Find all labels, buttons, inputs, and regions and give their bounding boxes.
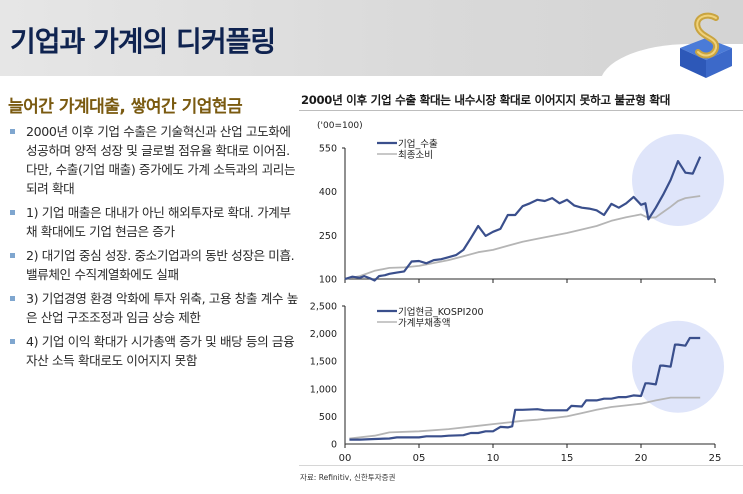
chart2-legend-label: 가계부채총액 (398, 317, 450, 329)
bullet-marker-icon (10, 253, 15, 258)
chart2-x-tick-label: 00 (339, 453, 352, 464)
bullet-marker-icon (10, 296, 15, 301)
bullet-list: 2000년 이후 기업 수출은 기술혁신과 산업 고도화에 성공하며 양적 성장… (8, 122, 300, 375)
bullet-item: 3) 기업경영 환경 악화에 투자 위축, 고용 창출 계수 높은 산업 구조조… (8, 289, 300, 327)
chart2-x-tick-label: 15 (561, 453, 574, 464)
chart-title: 2000년 이후 기업 수출 확대는 내수시장 확대로 이어지지 못하고 불균형… (301, 93, 671, 107)
bullet-text: 4) 기업 이익 확대가 시가총액 증가 및 배당 등의 금융자산 소득 확대로… (26, 334, 295, 368)
chart1-y-tick-label: 400 (319, 187, 337, 198)
bullet-text: 1) 기업 매출은 대내가 아닌 해외투자로 확대. 가계부채 확대에도 기업 … (26, 205, 291, 239)
chart1-series-secondary-line (344, 195, 701, 280)
chart2-x-tick-label: 10 (487, 453, 500, 464)
chart2-legend-label: 기업현금_KOSPI200 (398, 306, 484, 318)
page-title: 기업과 가계의 디커플링 (10, 25, 276, 58)
chart2-y-tick-label: 0 (331, 440, 337, 451)
bullet-text: 3) 기업경영 환경 악화에 투자 위축, 고용 창출 계수 높은 산업 구조조… (26, 291, 298, 325)
gold-s-cube-logo-icon (680, 12, 732, 78)
chart1-legend-label: 기업_수출 (398, 138, 438, 150)
chart2-x-tick-label: 20 (635, 453, 648, 464)
chart2-highlight-circle (632, 320, 724, 413)
chart2-series-secondary-line (349, 396, 701, 440)
chart2-y-tick-label: 2,500 (310, 302, 337, 313)
chart2-y-tick-label: 1,000 (310, 384, 337, 395)
chart1-y-tick-label: 100 (319, 275, 337, 286)
bullet-marker-icon (10, 210, 15, 215)
chart1-y-tick-label: 550 (319, 144, 337, 155)
bullet-item: 4) 기업 이익 확대가 시가총액 증가 및 배당 등의 금융자산 소득 확대로… (8, 332, 300, 370)
chart2-x-tick-label: 05 (413, 453, 426, 464)
chart2-y-tick-label: 2,000 (310, 329, 337, 340)
chart1-series-primary-line (344, 156, 702, 282)
bullet-item: 1) 기업 매출은 대내가 아닌 해외투자로 확대. 가계부채 확대에도 기업 … (8, 203, 300, 241)
chart-source: 자료: Refinitiv, 신한투자증권 (300, 473, 396, 482)
chart-title-divider (299, 110, 743, 111)
source-divider (299, 465, 743, 466)
chart1-highlight-circle (632, 134, 724, 227)
chart1-y-tick-label: 250 (319, 231, 337, 242)
section-title: 늘어간 가계대출, 쌓여간 기업현금 (8, 97, 243, 117)
bullet-marker-icon (10, 339, 15, 344)
chart2-x-tick-label: 25 (709, 453, 722, 464)
bullet-item: 2) 대기업 중심 성장. 중소기업과의 동반 성장은 미흡. 밸류체인 수직계… (8, 246, 300, 284)
bullet-marker-icon (10, 129, 15, 134)
chart1-unit-label: ('00=100) (317, 121, 363, 131)
bullet-text: 2000년 이후 기업 수출은 기술혁신과 산업 고도화에 성공하며 양적 성장… (26, 124, 296, 196)
chart1-legend-label: 최종소비 (398, 150, 433, 161)
chart2-y-tick-label: 1,500 (310, 357, 337, 368)
bullet-item: 2000년 이후 기업 수출은 기술혁신과 산업 고도화에 성공하며 양적 성장… (8, 122, 300, 198)
chart2-series-primary-line (349, 336, 701, 441)
bullet-text: 2) 대기업 중심 성장. 중소기업과의 동반 성장은 미흡. 밸류체인 수직계… (26, 248, 295, 282)
chart2-y-tick-label: 500 (319, 412, 337, 423)
